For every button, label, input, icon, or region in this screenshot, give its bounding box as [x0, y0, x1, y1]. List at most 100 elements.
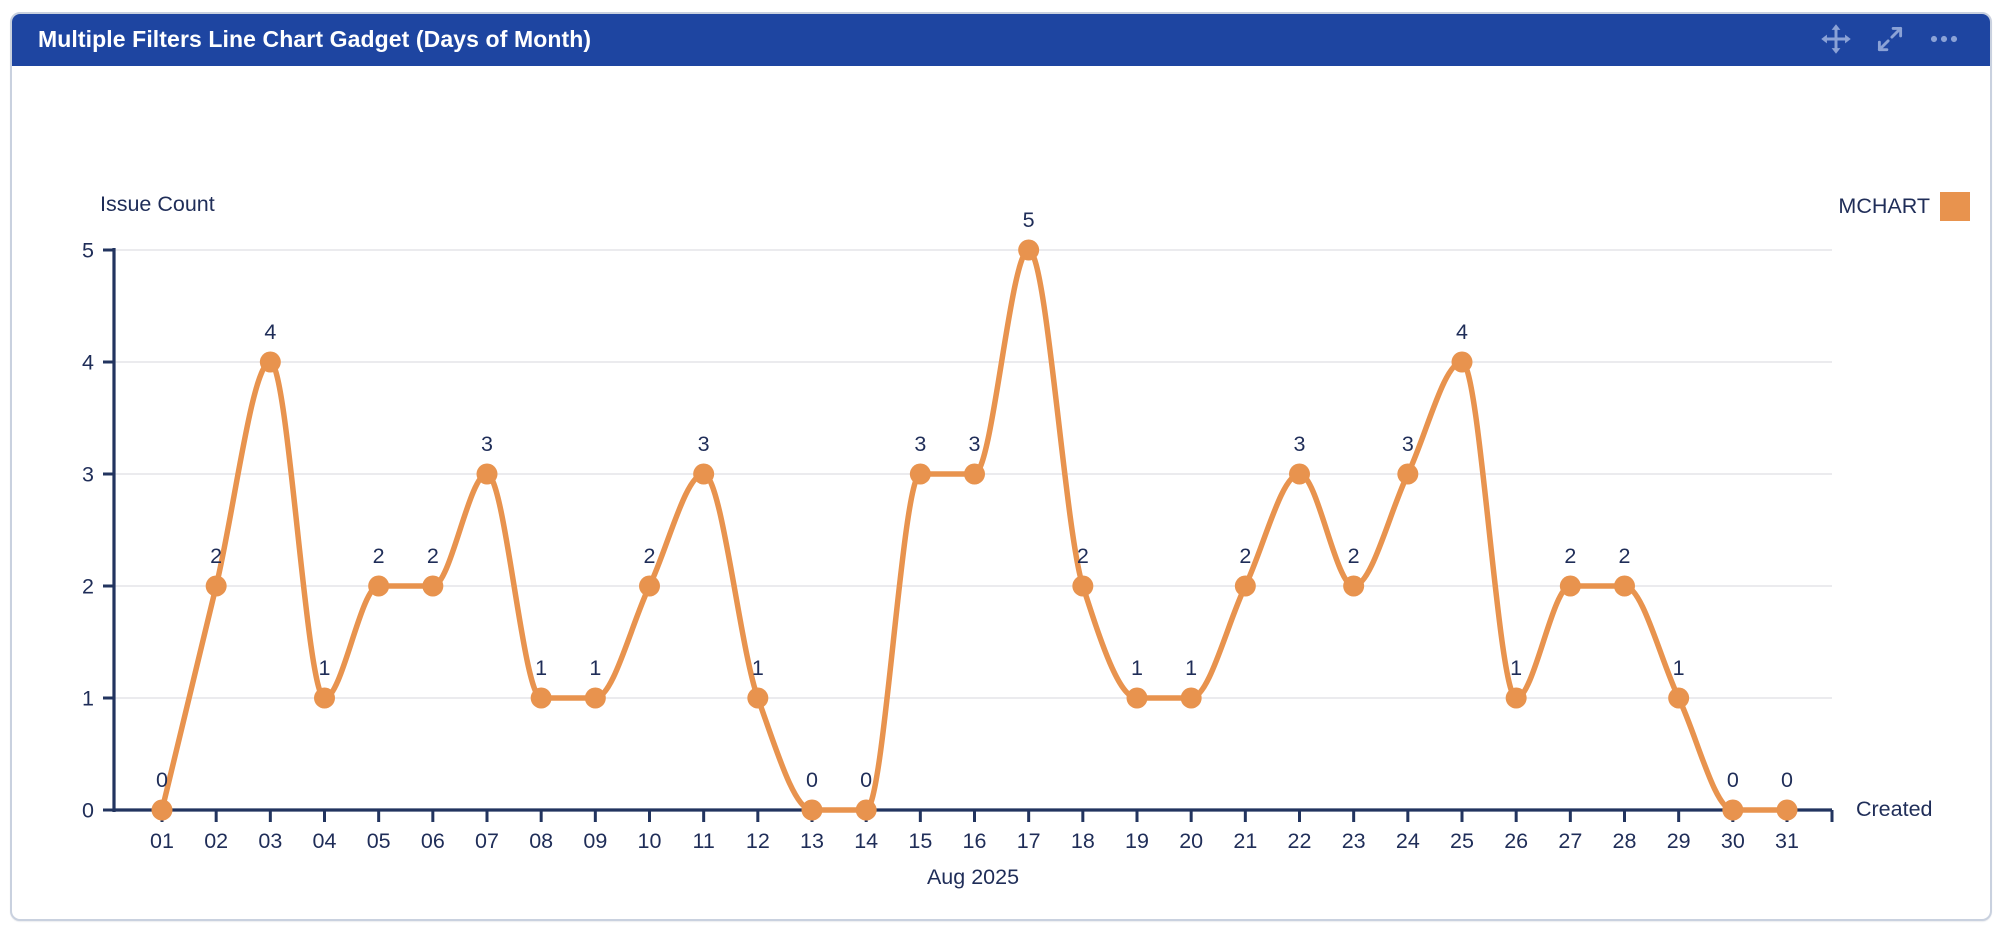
x-tick-label: 28 — [1613, 829, 1637, 853]
data-point[interactable] — [530, 687, 552, 709]
x-tick-label: 17 — [1017, 829, 1041, 853]
data-point[interactable] — [1559, 575, 1581, 597]
point-value-label: 2 — [1239, 544, 1251, 568]
data-point[interactable] — [1668, 687, 1690, 709]
gadget-header: Multiple Filters Line Chart Gadget (Days… — [12, 14, 1990, 66]
x-tick-label: 14 — [854, 829, 878, 853]
point-value-label: 4 — [1456, 320, 1468, 344]
move-icon — [1819, 22, 1853, 56]
point-value-label: 0 — [156, 768, 168, 792]
data-point[interactable] — [205, 575, 227, 597]
data-point[interactable] — [1343, 575, 1365, 597]
x-tick-label: 07 — [475, 829, 499, 853]
point-value-label: 2 — [1564, 544, 1576, 568]
data-point[interactable] — [693, 463, 715, 485]
point-value-label: 0 — [860, 768, 872, 792]
expand-gadget-button[interactable] — [1872, 21, 1908, 57]
x-tick-label: 25 — [1450, 829, 1474, 853]
data-point[interactable] — [422, 575, 444, 597]
data-point[interactable] — [259, 351, 281, 373]
x-tick-label: 03 — [258, 829, 282, 853]
x-tick-label: 08 — [529, 829, 553, 853]
point-value-label: 1 — [1510, 656, 1522, 680]
point-value-label: 3 — [698, 432, 710, 456]
x-tick-label: 19 — [1125, 829, 1149, 853]
data-point[interactable] — [1126, 687, 1148, 709]
x-tick-label: 12 — [746, 829, 770, 853]
data-point[interactable] — [584, 687, 606, 709]
x-tick-label: 29 — [1667, 829, 1691, 853]
data-point[interactable] — [801, 799, 823, 821]
data-point[interactable] — [1397, 463, 1419, 485]
legend-swatch[interactable] — [1940, 192, 1970, 221]
y-tick-label: 3 — [82, 463, 94, 487]
x-tick-label: 11 — [693, 829, 715, 853]
data-point[interactable] — [909, 463, 931, 485]
move-gadget-button[interactable] — [1818, 21, 1854, 57]
point-value-label: 1 — [1185, 656, 1197, 680]
point-value-label: 2 — [427, 544, 439, 568]
more-options-button[interactable] — [1926, 21, 1962, 57]
point-value-label: 2 — [210, 544, 222, 568]
point-value-label: 1 — [1673, 656, 1685, 680]
x-tick-label: 31 — [1775, 829, 1799, 853]
data-point[interactable] — [964, 463, 985, 485]
point-value-label: 3 — [914, 432, 926, 456]
ellipsis-icon — [1928, 23, 1960, 55]
y-tick-label: 5 — [82, 239, 94, 263]
point-value-label: 3 — [1294, 432, 1306, 456]
point-value-label: 3 — [1402, 432, 1414, 456]
x-tick-label: 16 — [963, 829, 987, 853]
point-value-label: 2 — [1619, 544, 1631, 568]
data-point[interactable] — [1289, 463, 1310, 485]
data-point[interactable] — [476, 463, 498, 485]
point-value-label: 3 — [969, 432, 981, 456]
x-tick-label: 22 — [1288, 829, 1312, 853]
point-value-label: 4 — [264, 320, 276, 344]
data-point[interactable] — [639, 575, 660, 597]
x-tick-label: 04 — [313, 829, 337, 853]
data-point[interactable] — [1722, 799, 1744, 821]
x-tick-label: 23 — [1342, 829, 1366, 853]
x-tick-label: 06 — [421, 829, 445, 853]
data-point[interactable] — [1072, 575, 1094, 597]
point-value-label: 1 — [589, 656, 601, 680]
point-value-label: 1 — [535, 656, 547, 680]
point-value-label: 0 — [1727, 768, 1739, 792]
y-tick-label: 1 — [82, 687, 94, 711]
data-point[interactable] — [1776, 799, 1798, 821]
data-point[interactable] — [314, 687, 335, 709]
x-tick-label: 01 — [150, 829, 174, 853]
point-value-label: 5 — [1023, 208, 1035, 232]
data-point[interactable] — [151, 799, 173, 821]
x-tick-label: 09 — [583, 829, 607, 853]
data-point[interactable] — [1180, 687, 1202, 709]
point-value-label: 1 — [1131, 656, 1143, 680]
x-tick-label: 13 — [800, 829, 824, 853]
x-axis-title: Aug 2025 — [926, 865, 1020, 889]
data-point[interactable] — [1018, 239, 1040, 261]
point-value-label: 2 — [1077, 544, 1089, 568]
data-point[interactable] — [1614, 575, 1635, 597]
x-tick-label: 15 — [908, 829, 932, 853]
data-point[interactable] — [1234, 575, 1256, 597]
y-axis-title: Issue Count — [100, 192, 215, 216]
x-tick-label: 18 — [1071, 829, 1095, 853]
data-point[interactable] — [747, 687, 769, 709]
data-point[interactable] — [368, 575, 390, 597]
x-tick-label: 20 — [1179, 829, 1203, 853]
x-tick-label: 10 — [638, 829, 662, 853]
data-point[interactable] — [1451, 351, 1473, 373]
header-actions — [1818, 21, 1962, 57]
point-value-label: 2 — [644, 544, 656, 568]
point-value-label: 2 — [373, 544, 385, 568]
x-tick-label: 02 — [204, 829, 228, 853]
point-value-label: 3 — [481, 432, 493, 456]
x-tick-label: 30 — [1721, 829, 1745, 853]
point-value-label: 0 — [1781, 768, 1793, 792]
data-point[interactable] — [1505, 687, 1527, 709]
y-tick-label: 4 — [82, 351, 94, 375]
data-point[interactable] — [855, 799, 877, 821]
point-value-label: 1 — [319, 656, 331, 680]
